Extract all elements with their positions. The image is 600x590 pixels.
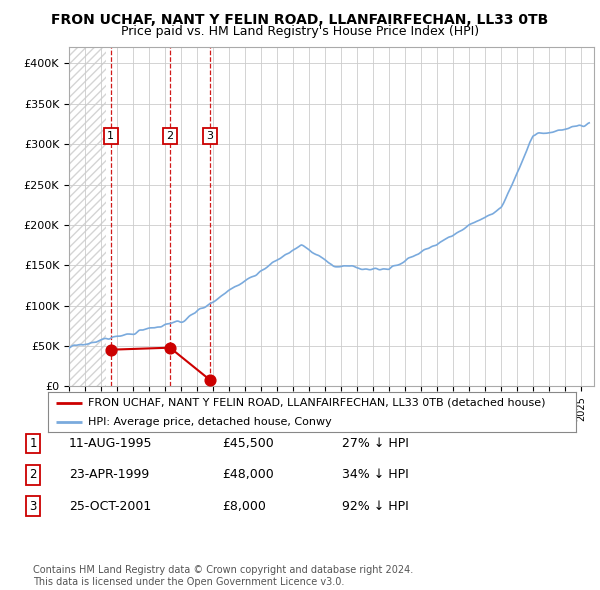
Text: 92% ↓ HPI: 92% ↓ HPI xyxy=(342,500,409,513)
Point xyxy=(106,345,116,355)
Point xyxy=(165,343,175,352)
Text: 11-AUG-1995: 11-AUG-1995 xyxy=(69,437,152,450)
Point xyxy=(205,375,215,385)
Text: Contains HM Land Registry data © Crown copyright and database right 2024.
This d: Contains HM Land Registry data © Crown c… xyxy=(33,565,413,587)
Text: 27% ↓ HPI: 27% ↓ HPI xyxy=(342,437,409,450)
Text: HPI: Average price, detached house, Conwy: HPI: Average price, detached house, Conw… xyxy=(88,417,331,427)
Text: £8,000: £8,000 xyxy=(222,500,266,513)
Text: 23-APR-1999: 23-APR-1999 xyxy=(69,468,149,481)
Text: 3: 3 xyxy=(29,500,37,513)
Text: 1: 1 xyxy=(107,131,114,141)
Text: 2: 2 xyxy=(166,131,173,141)
Text: £48,000: £48,000 xyxy=(222,468,274,481)
Text: 1: 1 xyxy=(29,437,37,450)
Text: 25-OCT-2001: 25-OCT-2001 xyxy=(69,500,151,513)
Text: 3: 3 xyxy=(206,131,214,141)
Text: £45,500: £45,500 xyxy=(222,437,274,450)
Bar xyxy=(69,47,106,386)
Text: 2: 2 xyxy=(29,468,37,481)
Text: FRON UCHAF, NANT Y FELIN ROAD, LLANFAIRFECHAN, LL33 0TB (detached house): FRON UCHAF, NANT Y FELIN ROAD, LLANFAIRF… xyxy=(88,398,545,408)
Text: Price paid vs. HM Land Registry's House Price Index (HPI): Price paid vs. HM Land Registry's House … xyxy=(121,25,479,38)
Text: FRON UCHAF, NANT Y FELIN ROAD, LLANFAIRFECHAN, LL33 0TB: FRON UCHAF, NANT Y FELIN ROAD, LLANFAIRF… xyxy=(52,13,548,27)
Text: 34% ↓ HPI: 34% ↓ HPI xyxy=(342,468,409,481)
